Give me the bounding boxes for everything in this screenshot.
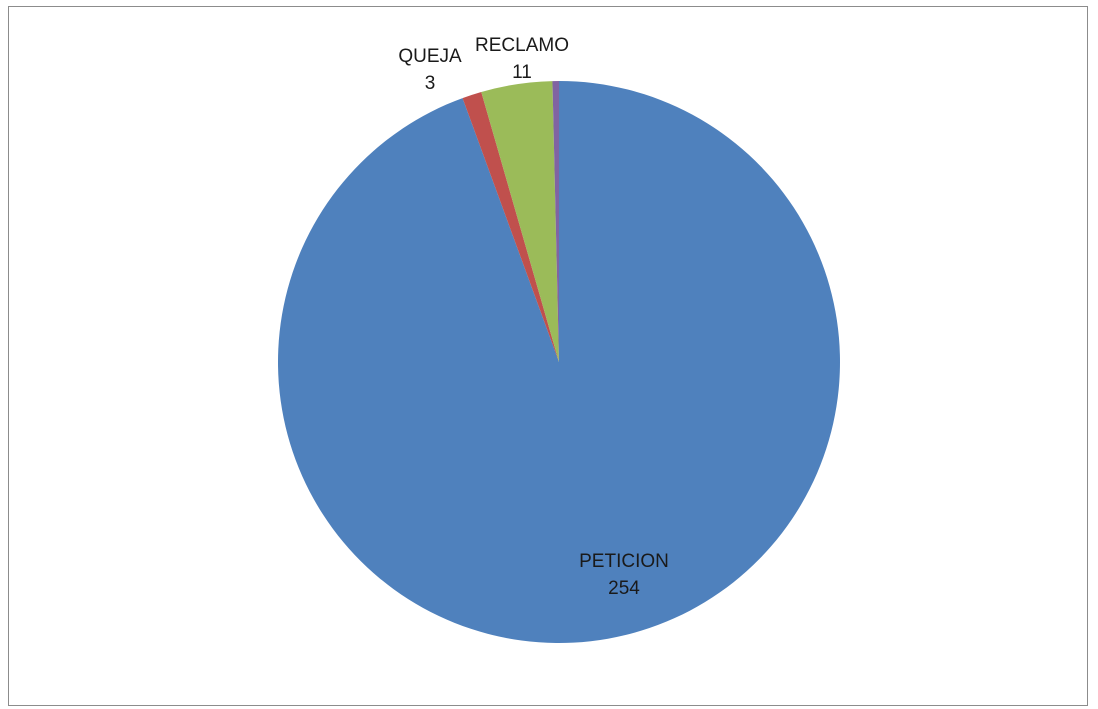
data-label-reclamo-value: 11 bbox=[512, 62, 532, 83]
data-label-queja-value: 3 bbox=[425, 73, 436, 94]
pie-slice-queja bbox=[462, 91, 559, 362]
data-label-peticion-name: PETICION bbox=[579, 551, 669, 572]
data-label-reclamo-name: RECLAMO bbox=[475, 35, 569, 56]
data-label-queja-name: QUEJA bbox=[398, 46, 462, 67]
pie-slice-peticion bbox=[277, 81, 840, 644]
data-label-peticion-value: 254 bbox=[608, 578, 640, 599]
pie-data-labels: PETICION 254 QUEJA 3 RECLAMO 11 bbox=[398, 35, 669, 599]
pie-slices bbox=[277, 81, 840, 644]
pie-slice-unlabeled-3 bbox=[552, 81, 559, 362]
pie-slice-reclamo bbox=[481, 81, 559, 362]
